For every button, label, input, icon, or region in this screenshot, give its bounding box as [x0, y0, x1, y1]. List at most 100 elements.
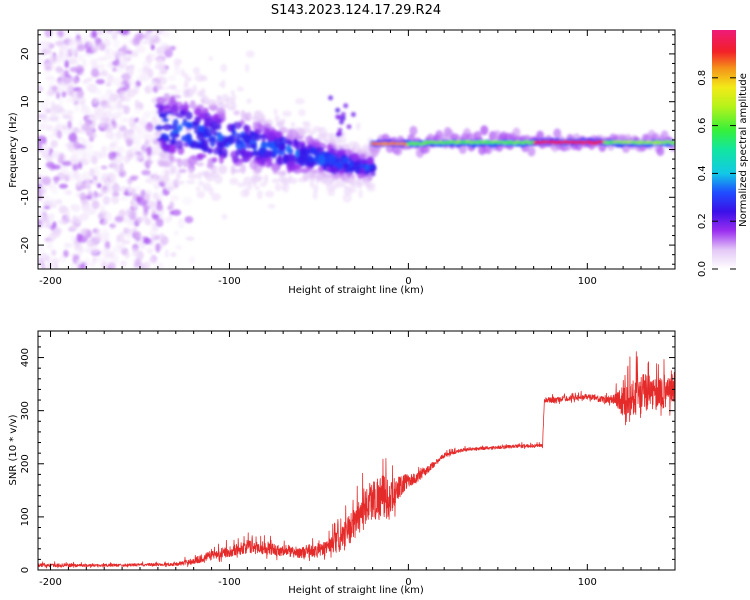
- spectrogram-cell: [136, 68, 146, 73]
- spectrogram-cell: [111, 191, 120, 197]
- spectrogram-cell: [155, 218, 164, 228]
- figure-title: S143.2023.124.17.29.R24: [271, 3, 441, 18]
- spectrogram-cell: [218, 155, 224, 165]
- spectrogram-cell: [163, 92, 170, 102]
- spectrogram-cell: [135, 133, 143, 142]
- spectrogram-cell: [138, 101, 143, 109]
- spectrogram-cell: [143, 133, 154, 143]
- spectrogram-cell: [59, 43, 69, 51]
- spectrogram-cell: [213, 113, 219, 119]
- spectrogram-cell: [312, 190, 318, 200]
- spectrogram-cell: [54, 152, 59, 160]
- spectrogram-cell: [56, 91, 61, 100]
- spectrogram-cell: [95, 254, 101, 264]
- spectrogram-cell: [235, 132, 241, 141]
- spectrogram-cell: [553, 128, 562, 139]
- spectrogram-cell: [260, 156, 266, 165]
- spectrogram-cell: [178, 168, 187, 173]
- spectrogram-cell: [115, 130, 123, 140]
- spectrogram-cell: [102, 195, 111, 205]
- spectrogram-cell: [195, 153, 204, 161]
- spectrogram-cell: [141, 148, 146, 155]
- spectrogram-cell: [49, 203, 57, 209]
- spectrogram-cell: [63, 242, 73, 249]
- spectrogram-cell: [177, 124, 183, 132]
- spectrogram-cell: [168, 84, 177, 90]
- spectrogram-cell: [203, 117, 214, 125]
- spectrogram-cell: [245, 50, 255, 58]
- spectrogram-cell: [141, 261, 151, 269]
- x-tick-label: -100: [218, 577, 241, 588]
- spectrogram-cell: [228, 136, 233, 146]
- spectrogram-cell: [121, 117, 129, 123]
- spectrogram-cell: [58, 97, 64, 106]
- spectrogram-cell: [38, 245, 45, 252]
- spectrogram-cell: [315, 152, 321, 158]
- spectrogram-cell: [274, 115, 280, 123]
- snr-background: [38, 331, 675, 570]
- spectrogram-cell: [329, 166, 339, 175]
- spectrogram-cell: [346, 124, 352, 130]
- spectrogram-cell: [38, 53, 42, 61]
- spectrogram-cell: [320, 177, 328, 182]
- spectrogram-cell: [112, 38, 121, 49]
- spectrogram-cell: [282, 153, 288, 164]
- spectrogram-cell: [135, 216, 143, 224]
- spectrogram-cell: [340, 112, 346, 118]
- spectrogram-cell: [222, 104, 230, 109]
- spectrogram-cell: [327, 154, 336, 165]
- spectrogram-cell: [189, 100, 196, 110]
- spectrogram-cell: [162, 104, 171, 110]
- spectrogram-cell: [155, 145, 161, 153]
- spectrogram-cell: [85, 195, 92, 200]
- colorbar-ticks: 0.0 0.2 0.4 0.6 0.8: [697, 70, 736, 277]
- spectrogram-cell: [58, 218, 68, 226]
- spectrogram-cell: [100, 256, 110, 264]
- spectrogram-cell: [128, 118, 134, 126]
- spectrogram-cell: [161, 30, 171, 38]
- spectrogram-cell: [91, 30, 98, 39]
- spectrogram-cell: [73, 170, 80, 179]
- spectrogram-cell: [174, 230, 179, 236]
- spectrogram-cell: [124, 51, 130, 62]
- spectrogram-cell: [72, 215, 83, 224]
- spectrogram-cell: [146, 154, 152, 159]
- spectrogram-x-label: Height of straight line (km): [288, 285, 424, 296]
- spectrogram-cell: [87, 83, 98, 94]
- spectrogram-cell: [84, 143, 94, 150]
- spectrogram-cell: [308, 169, 317, 179]
- spectrogram-cell: [143, 237, 152, 245]
- spectrogram-cell: [221, 213, 228, 220]
- spectrogram-cell: [118, 209, 126, 218]
- spectrogram-cell: [116, 50, 125, 60]
- spectrogram-cell: [137, 118, 147, 126]
- spectrogram-cell: [104, 47, 114, 54]
- spectrogram-cell: [161, 85, 171, 91]
- spectrogram-cell: [278, 144, 286, 151]
- spectrogram-cell: [105, 82, 112, 87]
- spectrogram-cell: [75, 65, 85, 74]
- spectrogram-cell: [348, 141, 357, 148]
- spectrogram-cell: [233, 110, 240, 116]
- spectrogram-cell: [262, 126, 272, 136]
- spectrogram-cell: [170, 251, 177, 258]
- spectrogram-cell: [58, 152, 65, 162]
- spectrogram-cell: [183, 89, 190, 98]
- spectrogram-cell: [202, 139, 209, 149]
- spectrogram-cell: [123, 105, 130, 115]
- spectrogram-cell: [254, 185, 260, 191]
- spectrogram-cell: [245, 111, 252, 122]
- spectrogram-cell: [218, 149, 223, 156]
- colorbar-tick-label: 0.4: [697, 165, 708, 181]
- spectrogram-cell: [183, 101, 188, 108]
- spectrogram-cell: [115, 153, 125, 163]
- spectrogram-cell: [48, 115, 59, 122]
- spectrogram-cell: [105, 89, 114, 95]
- spectrogram-cell: [160, 235, 169, 246]
- spectrogram-cell: [64, 109, 70, 116]
- spectrogram-cell: [189, 255, 196, 265]
- spectrogram-cell: [104, 123, 114, 133]
- spectrogram-cell: [142, 59, 152, 70]
- spectrogram-cell: [102, 219, 109, 226]
- spectrogram-cell: [113, 255, 119, 264]
